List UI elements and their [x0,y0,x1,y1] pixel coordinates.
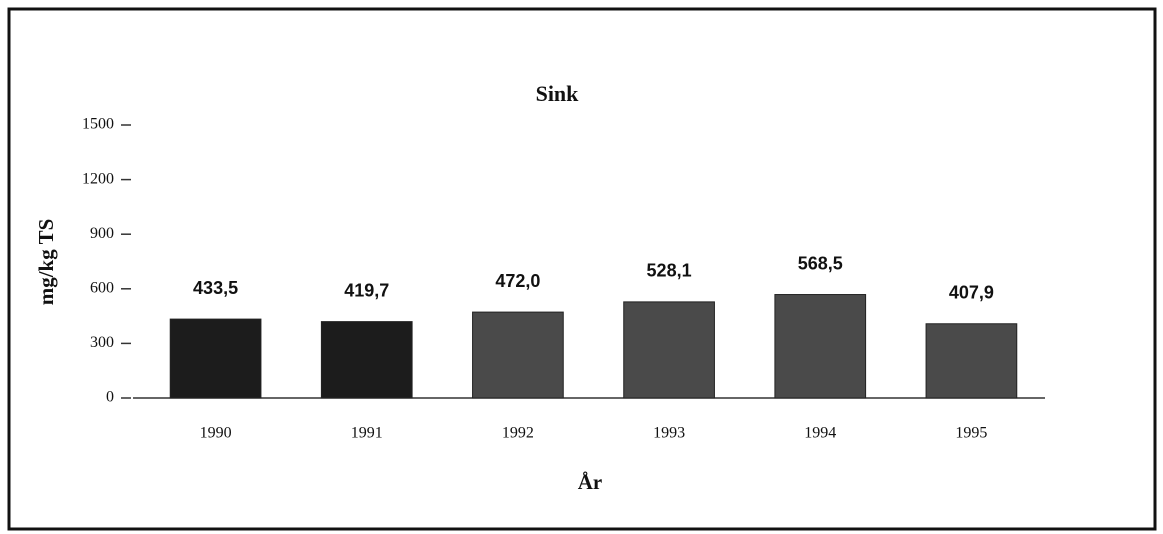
bar [925,323,1018,399]
y-tick-label: 300 [90,334,114,351]
y-axis-title: mg/kg TS [34,219,58,306]
x-tick-label: 1990 [200,425,232,442]
x-tick-label: 1995 [955,425,987,442]
y-tick-label: 1500 [82,116,114,133]
bar [472,311,564,399]
chart-title: Sink [536,81,580,106]
value-label: 419,7 [344,280,389,300]
x-tick-label: 1994 [804,425,836,442]
y-tick-label: 1200 [82,170,114,187]
bar [169,318,262,399]
value-label: 433,5 [193,278,238,298]
bar [623,301,715,399]
value-label: 568,5 [798,253,843,273]
y-tick-label: 600 [90,279,114,296]
value-label: 528,1 [647,261,692,281]
x-axis-title: År [578,470,603,494]
y-tick-label: 0 [106,389,114,406]
x-tick-label: 1991 [351,425,383,442]
bar [774,294,867,399]
x-tick-label: 1992 [502,425,534,442]
frame [7,7,1157,531]
y-tick-label: 900 [90,225,114,242]
value-label: 472,0 [495,271,540,291]
value-label: 407,9 [949,283,994,303]
bar [320,321,413,399]
x-tick-label: 1993 [653,425,685,442]
